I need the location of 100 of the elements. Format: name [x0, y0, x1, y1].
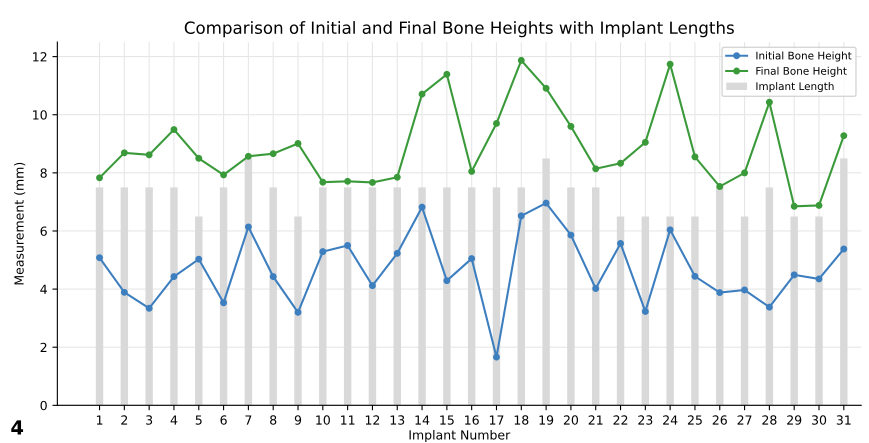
point — [617, 240, 624, 247]
point — [790, 202, 798, 210]
point — [418, 204, 426, 211]
bar — [344, 187, 352, 406]
bar — [96, 187, 104, 406]
x-tick-label: 2 — [121, 415, 128, 425]
point — [170, 273, 178, 280]
point — [319, 178, 326, 186]
bar — [666, 216, 674, 406]
x-tick-label: 10 — [316, 415, 330, 425]
legend-label: Initial Bone Height — [756, 51, 852, 62]
point — [294, 140, 302, 147]
point — [840, 132, 848, 140]
bar — [840, 158, 848, 406]
bar — [492, 187, 500, 406]
y-tick-label: 8 — [40, 168, 47, 178]
point — [120, 149, 128, 156]
point — [195, 154, 202, 162]
point — [418, 90, 426, 98]
x-tick-label: 21 — [588, 415, 603, 425]
x-tick-label: 3 — [146, 415, 152, 425]
bar — [170, 187, 178, 406]
x-tick-label: 6 — [220, 415, 227, 425]
bar — [542, 158, 550, 406]
point — [567, 232, 574, 239]
point — [691, 272, 698, 280]
point — [567, 122, 574, 130]
bar — [269, 187, 277, 406]
point — [96, 254, 104, 262]
y-tick-label: 0 — [40, 400, 47, 410]
chart-title: Comparison of Initial and Final Bone Heights with Implant Lengths — [184, 21, 734, 38]
point — [666, 226, 674, 234]
point — [666, 60, 674, 68]
bar — [145, 187, 153, 406]
point — [368, 178, 376, 186]
point — [493, 354, 500, 361]
bar — [716, 187, 724, 406]
point — [146, 151, 153, 158]
point — [816, 275, 822, 282]
x-tick-label: 18 — [514, 415, 528, 425]
point — [244, 223, 252, 230]
x-tick-label: 14 — [415, 415, 430, 425]
y-tick-label: 6 — [40, 226, 47, 236]
point — [195, 256, 202, 263]
bar — [418, 187, 426, 406]
bar — [642, 216, 650, 406]
point — [642, 308, 649, 315]
legend-label: Final Bone Height — [756, 66, 847, 77]
bar — [567, 187, 575, 406]
x-tick-label: 25 — [688, 415, 702, 425]
point — [170, 126, 178, 134]
point — [120, 288, 128, 296]
point — [766, 304, 773, 311]
point — [716, 289, 724, 296]
x-tick-label: 7 — [245, 415, 252, 425]
point — [220, 299, 228, 306]
x-tick-label: 8 — [270, 415, 276, 425]
point — [368, 282, 376, 290]
bar — [766, 187, 774, 406]
bar — [244, 158, 252, 406]
bar — [691, 216, 699, 406]
x-tick-label: 24 — [663, 415, 678, 425]
point — [518, 56, 525, 64]
x-tick-label: 15 — [440, 415, 454, 425]
point — [691, 153, 698, 160]
bar — [195, 216, 202, 406]
point — [617, 160, 624, 167]
point — [394, 174, 401, 181]
point — [840, 246, 848, 252]
x-axis-title: Implant Number — [410, 430, 510, 442]
x-tick-label: 5 — [196, 415, 202, 425]
point — [270, 273, 277, 280]
bar — [616, 216, 624, 406]
point — [518, 212, 525, 220]
x-tick-label: 29 — [787, 415, 802, 425]
y-tick-label: 12 — [33, 52, 46, 62]
x-tick-label: 12 — [366, 415, 380, 425]
bar — [518, 187, 526, 406]
point — [319, 248, 326, 256]
point — [96, 174, 104, 182]
x-tick-label: 11 — [341, 415, 354, 425]
y-tick-label: 2 — [40, 342, 46, 352]
point — [816, 202, 822, 209]
point — [542, 200, 550, 207]
bar — [294, 216, 302, 406]
bar — [815, 216, 823, 406]
x-tick-label: 27 — [738, 415, 752, 425]
bar — [120, 187, 128, 406]
bar — [319, 187, 327, 406]
point — [443, 70, 450, 78]
bar — [790, 216, 798, 406]
point — [766, 98, 773, 106]
y-tick-label: 4 — [40, 284, 47, 294]
x-tick-label: 20 — [564, 415, 578, 425]
point — [741, 169, 748, 176]
x-tick-label: 28 — [762, 415, 776, 425]
point — [270, 150, 277, 158]
bar — [468, 187, 476, 406]
point — [344, 178, 352, 185]
point — [443, 277, 450, 284]
